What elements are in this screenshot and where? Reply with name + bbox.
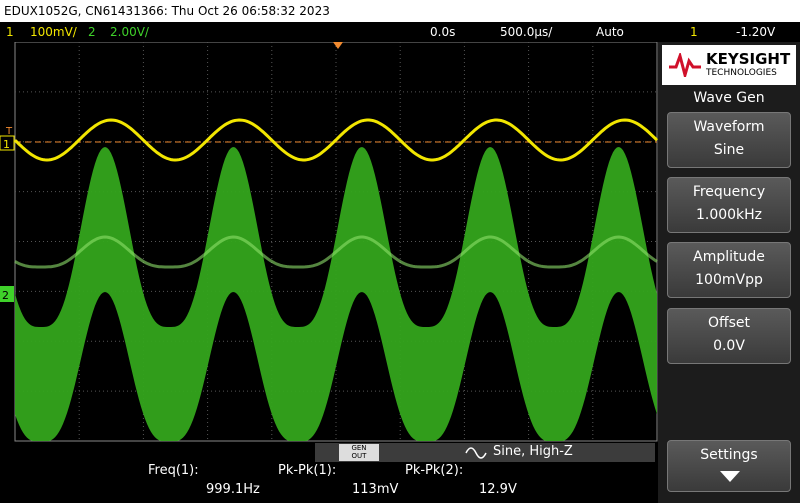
waveform-display: T 1 2: [0, 42, 658, 442]
meas-value: 999.1Hz: [206, 482, 260, 497]
softkey-value: 1.000kHz: [695, 207, 763, 223]
settings-label: Settings: [700, 447, 758, 463]
ch2-marker: 2: [2, 289, 9, 302]
title-bar: EDUX1052G, CN61431366: Thu Oct 26 06:58:…: [0, 0, 800, 22]
gen-out-bar: GEN OUT Sine, High-Z: [315, 443, 655, 462]
ch2-number: 2: [88, 25, 96, 39]
ch2-trace: [15, 147, 657, 441]
title: EDUX1052G, CN61431366: Thu Oct 26 06:58:…: [4, 4, 330, 18]
ch2-scale: 2.00V/: [110, 25, 149, 39]
menu-title: Wave Gen: [693, 90, 765, 106]
trigger-position: [333, 42, 343, 49]
meas-value: 12.9V: [479, 482, 517, 497]
softkey-label: Waveform: [693, 119, 765, 135]
ch2-trace-center: [14, 235, 658, 269]
down-arrow: [720, 471, 740, 482]
meas-value: 113mV: [352, 482, 399, 497]
badge-bottom: OUT: [351, 452, 367, 460]
brand-name: KEYSIGHT: [706, 50, 791, 68]
sine-icon: [465, 447, 487, 459]
softkey[interactable]: Offset 0.0V: [667, 308, 791, 364]
ch2-marker-box: [0, 286, 14, 302]
brand-sub: TECHNOLOGIES: [706, 68, 777, 78]
gen-out-text: Sine, High-Z: [493, 444, 573, 459]
softkey-value: 100mVpp: [695, 272, 763, 288]
time-scale: 500.0µs/: [500, 25, 553, 39]
softkey-label: Offset: [707, 315, 751, 331]
softkey-value: Sine: [713, 142, 745, 158]
ch1-number: 1: [6, 25, 14, 39]
trigger-source: 1: [690, 25, 698, 39]
logo: KEYSIGHT TECHNOLOGIES: [662, 45, 796, 85]
meas-label: Pk-Pk(2):: [405, 463, 464, 478]
time-delay: 0.0s: [430, 25, 456, 39]
ch1-marker: 1: [3, 138, 10, 151]
meas-label: Pk-Pk(1):: [278, 463, 337, 478]
settings-softkey[interactable]: Settings: [667, 440, 791, 492]
measurement: Pk-Pk(1): 113mV: [278, 463, 398, 503]
trigger-mode: Auto: [596, 25, 624, 39]
softkey-label: Amplitude: [693, 249, 765, 265]
softkey[interactable]: Amplitude 100mVpp: [667, 242, 791, 298]
badge-top: GEN: [351, 444, 367, 452]
gen-out-badge: GEN OUT: [339, 444, 379, 461]
logo-mark: [669, 53, 701, 77]
meas-label: Freq(1):: [148, 463, 199, 478]
softkey-label: Frequency: [692, 184, 766, 200]
trigger-level: -1.20V: [736, 25, 776, 39]
softkey-panel: KEYSIGHT TECHNOLOGIES Wave Gen Waveform S…: [658, 42, 800, 503]
softkey[interactable]: Frequency 1.000kHz: [667, 177, 791, 233]
ch1-scale: 100mV/: [30, 25, 77, 39]
measurement: Freq(1): 999.1Hz: [148, 463, 260, 503]
measurement: Pk-Pk(2): 12.9V: [405, 463, 517, 503]
ch1-marker-box: [0, 135, 15, 151]
trigger-marker: T: [5, 126, 13, 137]
softkey-value: 0.0V: [713, 338, 745, 354]
ch1-trace: [13, 118, 658, 162]
softkey[interactable]: Waveform Sine: [667, 112, 791, 168]
